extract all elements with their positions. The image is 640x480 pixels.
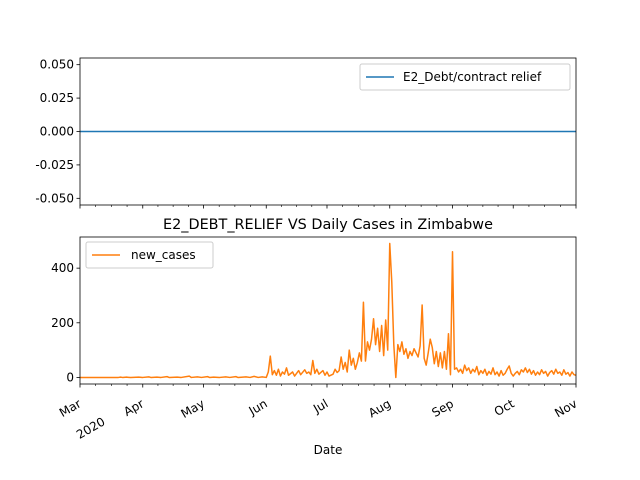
bottom-y-tick-label: 200	[51, 316, 74, 330]
series-line-new-cases	[80, 242, 577, 379]
bottom-y-tick-label: 0	[66, 370, 74, 384]
chart-title: E2_DEBT_RELIEF VS Daily Cases in Zimbabw…	[163, 217, 493, 233]
bottom-axes-frame	[79, 236, 577, 385]
bottom-x-tick-label: Jul	[310, 396, 330, 416]
top-y-tick-label: 0.000	[40, 125, 74, 139]
top-legend-label: E2_Debt/contract relief	[403, 70, 542, 84]
top-legend-box	[359, 63, 571, 91]
top-y-tick-label: -0.025	[35, 158, 74, 172]
top-x-ticks	[79, 205, 577, 209]
x-axis-label: Date	[314, 443, 343, 457]
bottom-y-ticks: 0 200 400	[51, 261, 80, 384]
top-y-ticks: 0.050 0.025 0.000 -0.025 -0.050	[35, 58, 80, 205]
top-axes-frame	[79, 57, 577, 206]
top-y-tick-label: 0.025	[40, 91, 74, 105]
bottom-legend-label: new_cases	[131, 248, 196, 262]
top-legend: E2_Debt/contract relief	[359, 63, 571, 91]
top-axes: 0.050 0.025 0.000 -0.025 -0.050 E2_Debt/cont…	[35, 57, 577, 209]
top-y-tick-label: 0.050	[40, 58, 74, 72]
bottom-legend: new_cases	[85, 241, 214, 269]
bottom-legend-box	[85, 241, 214, 269]
bottom-y-tick-label: 400	[51, 261, 74, 275]
top-y-tick-label: -0.050	[35, 191, 74, 205]
